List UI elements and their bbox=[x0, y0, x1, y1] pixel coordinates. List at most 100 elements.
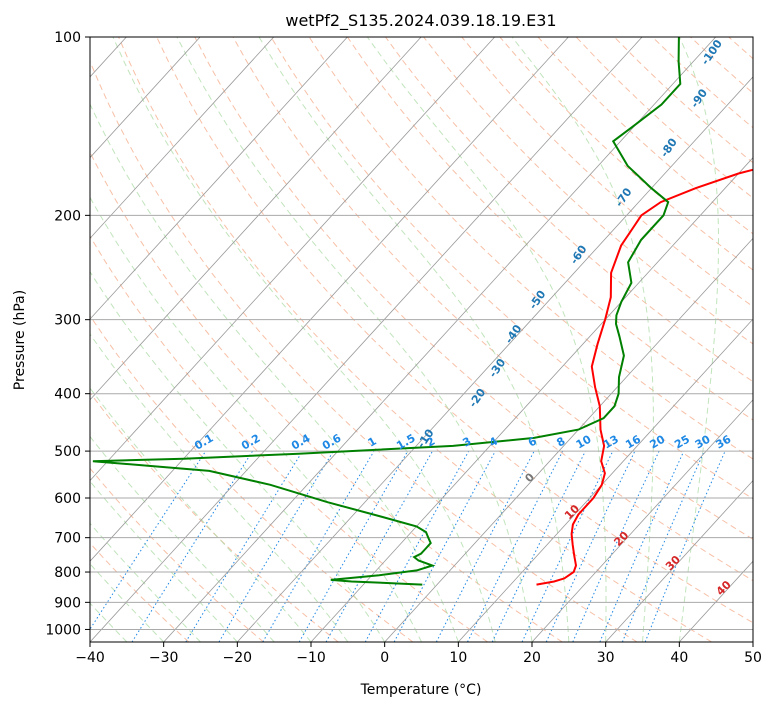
dry-adiabat bbox=[118, 37, 712, 642]
isotherm-line bbox=[752, 641, 753, 642]
temperature-line-label: 40 bbox=[714, 578, 734, 598]
isotherm-line bbox=[163, 37, 716, 642]
x-tick-label: 50 bbox=[744, 650, 762, 666]
moist-adiabat-label: -80 bbox=[658, 136, 680, 160]
moist-adiabat bbox=[366, 37, 607, 642]
mixing-ratio-line bbox=[572, 450, 660, 642]
mixing-ratio-line bbox=[218, 450, 334, 642]
isotherm-line bbox=[310, 157, 753, 642]
x-tick-label: 20 bbox=[523, 650, 541, 666]
moist-adiabat bbox=[90, 196, 422, 642]
moist-adiabat-label: -50 bbox=[526, 288, 548, 312]
mixing-ratio-line bbox=[621, 450, 705, 642]
mixing-ratio-label: 16 bbox=[623, 432, 643, 451]
y-tick-label: 500 bbox=[54, 444, 81, 460]
series-line-0 bbox=[536, 168, 753, 586]
isotherm-line bbox=[90, 37, 569, 562]
moist-adiabat bbox=[678, 37, 720, 642]
moist-adiabat-label: -60 bbox=[568, 243, 590, 267]
moist-adiabat-label: -40 bbox=[502, 322, 524, 346]
mixing-ratio-line bbox=[262, 450, 375, 642]
dry-adiabat bbox=[90, 235, 488, 642]
axis-ticks: −40 −30 −20 −10 0 10 20 30 40 50 100 200 300 400 500 60… bbox=[45, 30, 762, 666]
moist-adiabat bbox=[90, 480, 238, 642]
mixing-ratio-label: 1 bbox=[366, 435, 379, 450]
isotherm-line bbox=[90, 37, 274, 239]
dry-adiabat bbox=[575, 37, 753, 199]
x-tick-label: 10 bbox=[449, 650, 467, 666]
y-tick-label: 300 bbox=[54, 313, 81, 329]
grid-lines bbox=[90, 37, 753, 642]
isotherm-line bbox=[90, 37, 422, 401]
mixing-ratio-label: 0.4 bbox=[289, 431, 313, 452]
dry-adiabat bbox=[308, 37, 753, 460]
dry-adiabat bbox=[690, 37, 753, 94]
dry-adiabat bbox=[346, 37, 753, 421]
x-tick-label: 0 bbox=[380, 650, 389, 666]
isotherm-line bbox=[531, 399, 753, 642]
y-tick-label: 700 bbox=[54, 531, 81, 547]
dry-adiabat bbox=[194, 37, 753, 582]
dry-adiabat bbox=[90, 467, 264, 642]
dry-adiabat bbox=[767, 37, 775, 642]
dry-adiabat bbox=[90, 391, 339, 642]
mixing-ratio-line bbox=[491, 450, 586, 642]
y-tick-label: 100 bbox=[54, 30, 81, 46]
mixing-ratio-label: 0.6 bbox=[320, 431, 344, 452]
moist-adiabat bbox=[90, 270, 386, 642]
series-lines bbox=[92, 37, 753, 586]
moist-adiabat-label: -70 bbox=[613, 185, 635, 209]
isotherm-line bbox=[458, 318, 753, 642]
dry-adiabat bbox=[385, 37, 753, 383]
dry-adiabat bbox=[90, 151, 563, 642]
x-tick-label: −10 bbox=[296, 650, 326, 666]
mixing-ratio-line bbox=[131, 450, 254, 642]
isotherm-line bbox=[90, 37, 495, 482]
dry-adiabat bbox=[90, 542, 190, 642]
dry-adiabat bbox=[270, 37, 753, 500]
moist-adiabat-label: -90 bbox=[688, 86, 710, 110]
mixing-ratio-label: 20 bbox=[648, 432, 668, 451]
y-tick-label: 400 bbox=[54, 387, 81, 403]
line-labels: 0.1 0.2 0.4 0.6 1 1.5 2 3 4 6 8 10 13 16 20 25 30 3601020… bbox=[192, 37, 734, 598]
y-tick-label: 600 bbox=[54, 491, 81, 507]
mixing-ratio-line bbox=[325, 450, 433, 642]
dry-adiabat bbox=[90, 60, 638, 642]
mixing-ratio-line bbox=[467, 450, 564, 642]
x-tick-label: −40 bbox=[75, 650, 105, 666]
isotherm-line bbox=[237, 76, 753, 642]
moist-adiabat-label: -30 bbox=[486, 356, 508, 380]
isotherm-line bbox=[384, 237, 753, 642]
moist-adiabat bbox=[112, 37, 496, 642]
mixing-ratio-label: 8 bbox=[554, 435, 567, 450]
y-tick-label: 900 bbox=[54, 595, 81, 611]
dry-adiabat bbox=[652, 37, 753, 129]
dry-adiabat bbox=[90, 314, 414, 642]
y-tick-label: 800 bbox=[54, 565, 81, 581]
background-lines bbox=[90, 37, 775, 642]
isotherm-line bbox=[90, 37, 643, 642]
isotherm-line bbox=[605, 479, 753, 642]
mixing-ratio-label: 0.2 bbox=[239, 432, 262, 453]
moist-adiabat bbox=[90, 333, 349, 642]
chart-title: wetPf2_S135.2024.039.18.19.E31 bbox=[285, 11, 556, 31]
mixing-ratio-label: 30 bbox=[693, 432, 713, 451]
mixing-ratio-label: 25 bbox=[672, 433, 692, 452]
moist-adiabat bbox=[511, 37, 654, 642]
moist-adiabat bbox=[258, 37, 570, 642]
mixing-ratio-line bbox=[364, 450, 470, 642]
y-axis-label: Pressure (hPa) bbox=[12, 290, 28, 390]
mixing-ratio-line bbox=[90, 450, 207, 631]
mixing-ratio-label: 10 bbox=[574, 432, 594, 451]
mixing-ratio-line bbox=[185, 450, 304, 642]
y-tick-label: 200 bbox=[54, 208, 81, 224]
x-axis-label: Temperature (°C) bbox=[360, 682, 482, 698]
isotherm-line bbox=[90, 37, 201, 159]
mixing-ratio-line bbox=[644, 450, 726, 642]
plot-frame bbox=[89, 36, 754, 643]
x-tick-label: −20 bbox=[223, 650, 253, 666]
dry-adiabat bbox=[232, 37, 753, 540]
dry-adiabat bbox=[728, 37, 753, 60]
mixing-ratio-line bbox=[393, 450, 496, 642]
